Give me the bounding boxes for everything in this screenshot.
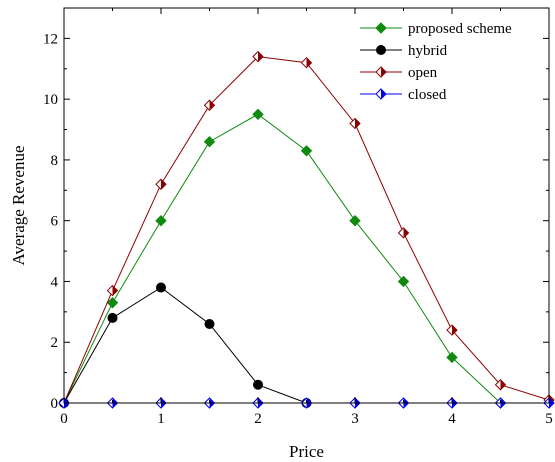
- y-tick-label: 2: [51, 335, 59, 351]
- plot-area: [58, 50, 555, 409]
- x-tick-label: 4: [448, 411, 456, 427]
- data-point-open: [349, 117, 361, 130]
- legend-label-proposed-scheme: proposed scheme: [408, 21, 512, 37]
- data-point-open: [252, 50, 264, 63]
- y-tick-label: 0: [51, 396, 59, 412]
- legend-marker-closed: [375, 88, 387, 100]
- legend-label-open: open: [408, 65, 438, 81]
- y-tick-label: 8: [51, 153, 59, 169]
- x-tick-label: 5: [545, 411, 553, 427]
- legend-marker-open: [375, 66, 387, 78]
- data-point-open: [494, 379, 507, 391]
- data-point-hybrid: [204, 319, 215, 329]
- data-point-proposed-scheme: [446, 351, 458, 364]
- data-point-proposed-scheme: [203, 135, 216, 148]
- data-point-proposed-scheme: [252, 108, 264, 121]
- data-point-proposed-scheme: [300, 145, 313, 157]
- data-point-open: [300, 56, 313, 69]
- data-point-open: [106, 284, 119, 297]
- data-point-open: [155, 178, 167, 190]
- y-tick-label: 12: [43, 31, 58, 47]
- data-point-hybrid: [253, 379, 263, 390]
- data-point-hybrid: [107, 312, 118, 323]
- data-point-open: [397, 227, 410, 239]
- legend-label-hybrid: hybrid: [408, 43, 448, 59]
- data-point-open: [203, 99, 216, 111]
- x-tick-label: 3: [351, 411, 359, 427]
- data-point-proposed-scheme: [155, 214, 167, 227]
- series-line-hybrid: [63, 286, 307, 404]
- data-point-proposed-scheme: [349, 214, 361, 227]
- x-tick-label: 1: [157, 411, 165, 427]
- data-point-proposed-scheme: [106, 297, 119, 309]
- data-point-hybrid: [156, 282, 166, 293]
- x-tick-label: 2: [254, 411, 262, 427]
- y-tick-label: 4: [51, 274, 59, 290]
- data-point-open: [446, 324, 458, 336]
- legend: proposed scheme hybrid open closed: [360, 21, 512, 103]
- x-tick-label: 0: [60, 411, 68, 427]
- data-point-proposed-scheme: [397, 275, 410, 288]
- y-tick-label: 10: [43, 92, 58, 108]
- y-tick-label: 6: [51, 214, 59, 230]
- legend-marker-hybrid: [376, 45, 386, 55]
- legend-label-closed: closed: [408, 87, 447, 103]
- x-axis-title: Price: [289, 442, 324, 461]
- legend-marker-proposed-scheme: [375, 22, 387, 34]
- series-line-proposed-scheme: [63, 113, 501, 404]
- y-axis-title: Average Revenue: [9, 145, 28, 265]
